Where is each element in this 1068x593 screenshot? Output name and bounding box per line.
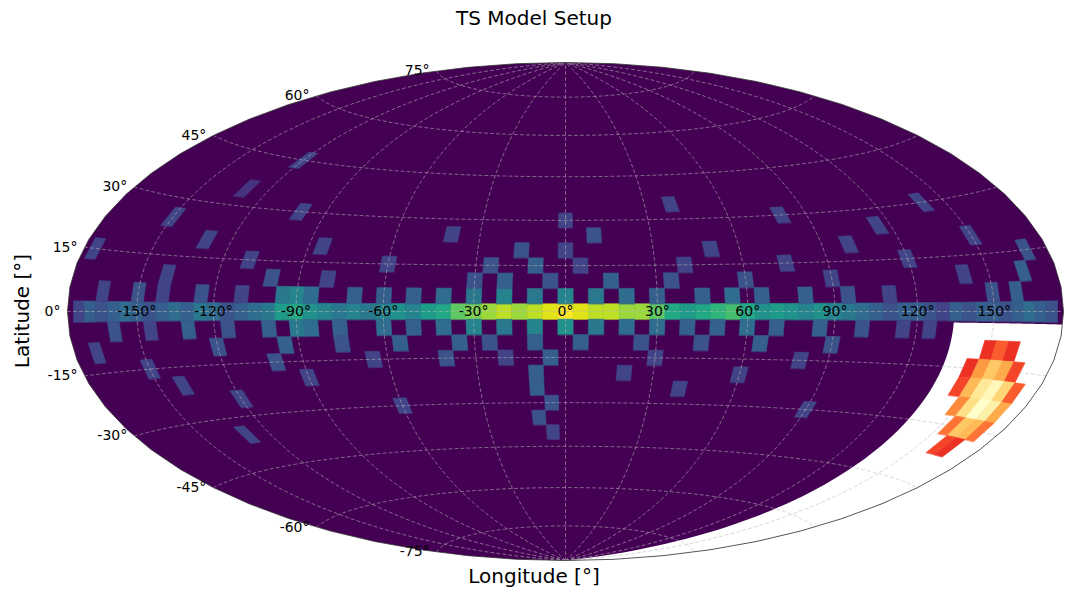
svg-text:-60°: -60° [368, 303, 398, 319]
html-text:Longitude [°]: Longitude [°] [468, 564, 600, 588]
svg-text:-75°: -75° [400, 543, 430, 559]
svg-text:0°: 0° [558, 303, 574, 319]
svg-text:45°: 45° [182, 127, 207, 143]
svg-text:-45°: -45° [176, 479, 206, 495]
svg-text:75°: 75° [405, 62, 430, 78]
html-text:TS Model Setup: TS Model Setup [456, 6, 612, 30]
svg-text:90°: 90° [823, 303, 848, 319]
svg-text:15°: 15° [53, 239, 78, 255]
svg-text:-60°: -60° [280, 519, 310, 535]
svg-text:-30°: -30° [459, 303, 489, 319]
svg-text:0°: 0° [45, 303, 61, 319]
svg-text:150°: 150° [977, 303, 1011, 319]
svg-text:60°: 60° [735, 303, 760, 319]
html-text:Latitude [°]: Latitude [°] [10, 253, 34, 369]
svg-text:60°: 60° [285, 87, 310, 103]
svg-text:-30°: -30° [97, 427, 127, 443]
svg-text:-15°: -15° [48, 367, 78, 383]
svg-text:30°: 30° [645, 303, 670, 319]
svg-text:120°: 120° [901, 303, 935, 319]
svg-text:-90°: -90° [281, 303, 311, 319]
svg-text:-120°: -120° [194, 303, 233, 319]
svg-text:30°: 30° [102, 178, 127, 194]
svg-text:-150°: -150° [117, 303, 156, 319]
